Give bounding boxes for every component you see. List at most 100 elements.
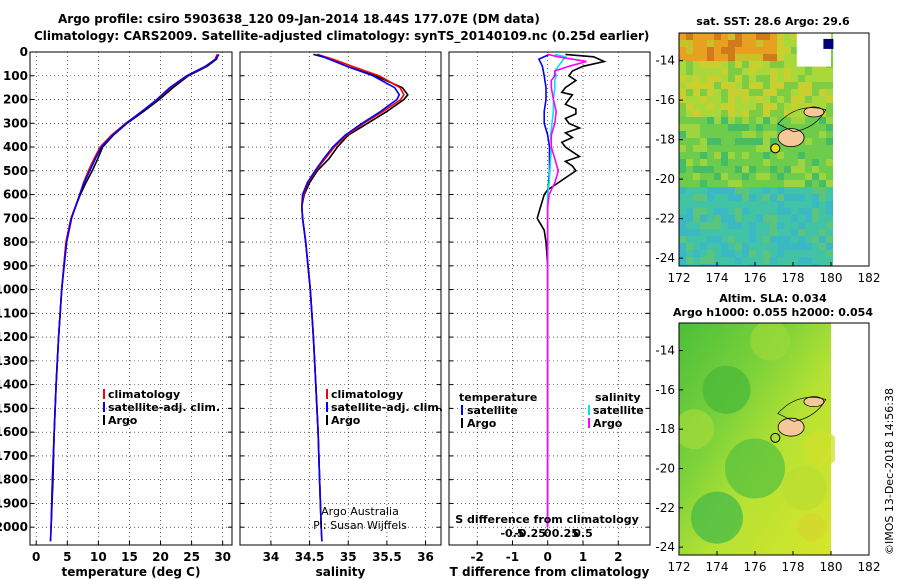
plot-frame bbox=[239, 51, 442, 546]
map-cell bbox=[707, 166, 714, 173]
map-cell bbox=[791, 117, 798, 124]
x-tick-label: 174 bbox=[706, 271, 729, 285]
difference-profile-panel: -2 -1 0 1 2T difference from climatology temp… bbox=[448, 51, 651, 579]
map-cell bbox=[763, 68, 770, 75]
map-cell bbox=[735, 215, 742, 222]
map-cell bbox=[784, 187, 791, 194]
map-cell bbox=[693, 89, 700, 96]
x-axis-label: salinity bbox=[316, 565, 366, 579]
y-tick-label: -22 bbox=[655, 212, 675, 226]
map-cell bbox=[749, 61, 756, 68]
map-cell bbox=[805, 222, 812, 229]
legend-label: satellite bbox=[467, 404, 518, 417]
map-cell bbox=[798, 222, 805, 229]
map-cell bbox=[749, 131, 756, 138]
map-cell bbox=[812, 173, 819, 180]
map-cell bbox=[812, 194, 819, 201]
map-cell bbox=[749, 159, 756, 166]
map-cell bbox=[714, 180, 721, 187]
series-line-satellite-adj-clim- bbox=[49, 53, 220, 542]
map-cell bbox=[777, 152, 784, 159]
x-tick-label: 176 bbox=[744, 271, 767, 285]
map-cell bbox=[721, 236, 728, 243]
map-cell bbox=[749, 187, 756, 194]
map-cell bbox=[693, 33, 700, 40]
x-tick-label: 182 bbox=[858, 560, 881, 574]
map-cell bbox=[791, 222, 798, 229]
map-cell bbox=[756, 68, 763, 75]
map-cell bbox=[756, 166, 763, 173]
title-line-1: Argo profile: csiro 5903638_120 09-Jan-2… bbox=[58, 12, 540, 26]
map-cell bbox=[700, 222, 707, 229]
map-cell bbox=[819, 243, 826, 250]
map-cell bbox=[826, 159, 833, 166]
map-cell bbox=[700, 152, 707, 159]
map-cell bbox=[728, 138, 735, 145]
map-cell bbox=[819, 229, 826, 236]
map-cell bbox=[735, 54, 742, 61]
secondary-x-tick-label: -0.25 bbox=[514, 527, 546, 540]
map-cell bbox=[735, 257, 742, 264]
map-cell bbox=[686, 138, 693, 145]
map-cell bbox=[756, 96, 763, 103]
map-cell bbox=[770, 89, 777, 96]
map-cell bbox=[700, 264, 707, 266]
map-cell bbox=[686, 61, 693, 68]
reef-contour bbox=[777, 107, 827, 133]
map-cell bbox=[735, 89, 742, 96]
map-cell bbox=[791, 110, 798, 117]
map-field bbox=[679, 323, 835, 555]
map-cell bbox=[770, 250, 777, 257]
map-cell bbox=[742, 103, 749, 110]
map-cell bbox=[686, 257, 693, 264]
map-cell bbox=[679, 82, 686, 89]
map-cell bbox=[819, 145, 826, 152]
map-cell bbox=[812, 180, 819, 187]
map-cell bbox=[791, 194, 798, 201]
map-cell bbox=[735, 166, 742, 173]
map-cell bbox=[714, 40, 721, 47]
map-cell bbox=[826, 208, 833, 215]
map-cell bbox=[728, 166, 735, 173]
secondary-x-tick-label: -0.5 bbox=[500, 527, 524, 540]
map-cell bbox=[707, 61, 714, 68]
map-cell bbox=[735, 131, 742, 138]
map-cell bbox=[756, 40, 763, 47]
map-cell bbox=[770, 96, 777, 103]
map-cell bbox=[777, 215, 784, 222]
map-cell bbox=[777, 145, 784, 152]
map-cell bbox=[812, 68, 819, 75]
map-cell bbox=[770, 75, 777, 82]
map-cell bbox=[784, 201, 791, 208]
map-cell bbox=[791, 264, 798, 266]
map-cell bbox=[728, 215, 735, 222]
map-cell bbox=[721, 54, 728, 61]
map-cell bbox=[686, 124, 693, 131]
map-cell bbox=[756, 264, 763, 266]
map-cell bbox=[721, 96, 728, 103]
map-cell bbox=[826, 264, 833, 266]
map-cell bbox=[812, 201, 819, 208]
map-cell bbox=[679, 145, 686, 152]
map-cell bbox=[756, 243, 763, 250]
y-tick-label: -16 bbox=[655, 93, 675, 107]
map-cell bbox=[735, 173, 742, 180]
map-cell bbox=[700, 180, 707, 187]
map-cell bbox=[679, 96, 686, 103]
map-blob bbox=[691, 491, 743, 544]
map-cell bbox=[784, 250, 791, 257]
map-cell bbox=[777, 96, 784, 103]
map-cell bbox=[742, 236, 749, 243]
map-cell bbox=[819, 264, 826, 266]
map-cell bbox=[812, 138, 819, 145]
map-cell bbox=[770, 180, 777, 187]
map-cell bbox=[721, 194, 728, 201]
map-cell bbox=[777, 229, 784, 236]
map-cell bbox=[812, 145, 819, 152]
map-cell bbox=[763, 145, 770, 152]
map-cell bbox=[826, 110, 833, 117]
map-cell bbox=[742, 96, 749, 103]
plot-frame bbox=[448, 51, 651, 546]
map-cell bbox=[777, 180, 784, 187]
map-cell bbox=[826, 68, 833, 75]
